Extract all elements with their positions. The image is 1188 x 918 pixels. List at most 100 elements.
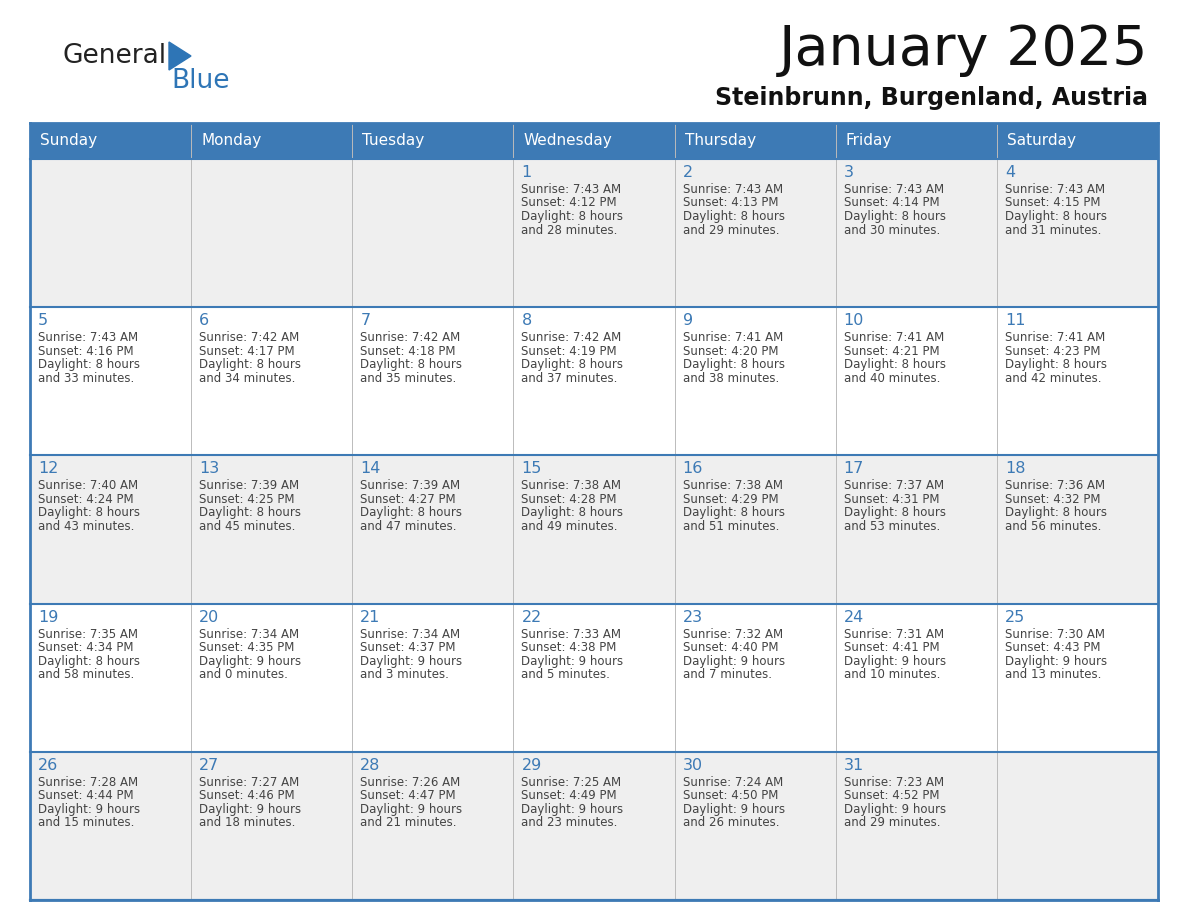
Bar: [835, 159, 997, 308]
Text: Sunday: Sunday: [40, 133, 97, 149]
Text: and 29 minutes.: and 29 minutes.: [843, 816, 940, 829]
Text: and 30 minutes.: and 30 minutes.: [843, 223, 940, 237]
Text: Daylight: 9 hours: Daylight: 9 hours: [1005, 655, 1107, 667]
Bar: [675, 752, 835, 900]
Bar: [997, 159, 1158, 308]
Text: Sunrise: 7:31 AM: Sunrise: 7:31 AM: [843, 628, 943, 641]
Text: Daylight: 9 hours: Daylight: 9 hours: [683, 655, 785, 667]
Text: Friday: Friday: [846, 133, 892, 149]
Text: Blue: Blue: [171, 68, 229, 94]
Bar: [835, 308, 997, 455]
Bar: [353, 123, 513, 159]
Bar: [513, 752, 675, 900]
Bar: [675, 604, 835, 752]
Text: and 53 minutes.: and 53 minutes.: [843, 520, 940, 533]
Text: Sunrise: 7:41 AM: Sunrise: 7:41 AM: [843, 331, 944, 344]
Text: 29: 29: [522, 757, 542, 773]
Text: 3: 3: [843, 165, 854, 180]
Text: 31: 31: [843, 757, 864, 773]
Text: Tuesday: Tuesday: [362, 133, 424, 149]
Text: 23: 23: [683, 610, 702, 624]
Text: Sunrise: 7:32 AM: Sunrise: 7:32 AM: [683, 628, 783, 641]
Text: 12: 12: [38, 462, 58, 476]
Text: Sunrise: 7:42 AM: Sunrise: 7:42 AM: [360, 331, 461, 344]
Text: and 37 minutes.: and 37 minutes.: [522, 372, 618, 385]
Text: and 33 minutes.: and 33 minutes.: [38, 372, 134, 385]
Text: Sunset: 4:46 PM: Sunset: 4:46 PM: [200, 789, 295, 802]
Bar: [675, 455, 835, 604]
Bar: [191, 752, 353, 900]
Text: Sunrise: 7:34 AM: Sunrise: 7:34 AM: [360, 628, 461, 641]
Text: Sunrise: 7:23 AM: Sunrise: 7:23 AM: [843, 776, 943, 789]
Text: and 31 minutes.: and 31 minutes.: [1005, 223, 1101, 237]
Text: Sunrise: 7:43 AM: Sunrise: 7:43 AM: [1005, 183, 1105, 196]
Text: Sunrise: 7:40 AM: Sunrise: 7:40 AM: [38, 479, 138, 492]
Text: Daylight: 9 hours: Daylight: 9 hours: [843, 655, 946, 667]
Polygon shape: [169, 42, 191, 70]
Text: and 47 minutes.: and 47 minutes.: [360, 520, 456, 533]
Text: 13: 13: [200, 462, 220, 476]
Text: Sunrise: 7:28 AM: Sunrise: 7:28 AM: [38, 776, 138, 789]
Bar: [191, 455, 353, 604]
Text: Sunset: 4:23 PM: Sunset: 4:23 PM: [1005, 344, 1100, 358]
Bar: [835, 604, 997, 752]
Text: and 28 minutes.: and 28 minutes.: [522, 223, 618, 237]
Text: Sunrise: 7:43 AM: Sunrise: 7:43 AM: [843, 183, 943, 196]
Text: and 34 minutes.: and 34 minutes.: [200, 372, 296, 385]
Text: Sunrise: 7:41 AM: Sunrise: 7:41 AM: [683, 331, 783, 344]
Bar: [30, 123, 191, 159]
Text: 28: 28: [360, 757, 380, 773]
Text: Sunset: 4:17 PM: Sunset: 4:17 PM: [200, 344, 295, 358]
Text: and 45 minutes.: and 45 minutes.: [200, 520, 296, 533]
Text: Daylight: 8 hours: Daylight: 8 hours: [522, 358, 624, 371]
Bar: [513, 159, 675, 308]
Text: and 0 minutes.: and 0 minutes.: [200, 668, 287, 681]
Bar: [30, 308, 191, 455]
Text: and 10 minutes.: and 10 minutes.: [843, 668, 940, 681]
Text: Sunset: 4:34 PM: Sunset: 4:34 PM: [38, 641, 133, 655]
Text: Daylight: 8 hours: Daylight: 8 hours: [843, 507, 946, 520]
Bar: [513, 604, 675, 752]
Text: 26: 26: [38, 757, 58, 773]
Text: 17: 17: [843, 462, 864, 476]
Text: Sunrise: 7:25 AM: Sunrise: 7:25 AM: [522, 776, 621, 789]
Text: Sunrise: 7:27 AM: Sunrise: 7:27 AM: [200, 776, 299, 789]
Text: and 51 minutes.: and 51 minutes.: [683, 520, 779, 533]
Text: Sunrise: 7:36 AM: Sunrise: 7:36 AM: [1005, 479, 1105, 492]
Text: Daylight: 9 hours: Daylight: 9 hours: [843, 803, 946, 816]
Bar: [835, 123, 997, 159]
Text: and 7 minutes.: and 7 minutes.: [683, 668, 771, 681]
Text: Daylight: 8 hours: Daylight: 8 hours: [1005, 210, 1107, 223]
Text: Sunrise: 7:38 AM: Sunrise: 7:38 AM: [683, 479, 783, 492]
Text: Daylight: 8 hours: Daylight: 8 hours: [360, 507, 462, 520]
Bar: [513, 455, 675, 604]
Text: Sunset: 4:44 PM: Sunset: 4:44 PM: [38, 789, 133, 802]
Text: Sunrise: 7:30 AM: Sunrise: 7:30 AM: [1005, 628, 1105, 641]
Text: 11: 11: [1005, 313, 1025, 329]
Bar: [353, 159, 513, 308]
Text: and 5 minutes.: and 5 minutes.: [522, 668, 611, 681]
Text: Daylight: 8 hours: Daylight: 8 hours: [843, 210, 946, 223]
Text: Sunset: 4:35 PM: Sunset: 4:35 PM: [200, 641, 295, 655]
Text: Daylight: 8 hours: Daylight: 8 hours: [38, 507, 140, 520]
Text: 1: 1: [522, 165, 532, 180]
Text: 19: 19: [38, 610, 58, 624]
Bar: [30, 159, 191, 308]
Text: Daylight: 9 hours: Daylight: 9 hours: [38, 803, 140, 816]
Text: and 26 minutes.: and 26 minutes.: [683, 816, 779, 829]
Bar: [191, 604, 353, 752]
Bar: [997, 455, 1158, 604]
Text: Sunset: 4:13 PM: Sunset: 4:13 PM: [683, 196, 778, 209]
Bar: [675, 123, 835, 159]
Text: Sunset: 4:47 PM: Sunset: 4:47 PM: [360, 789, 456, 802]
Text: and 58 minutes.: and 58 minutes.: [38, 668, 134, 681]
Text: Sunset: 4:50 PM: Sunset: 4:50 PM: [683, 789, 778, 802]
Text: Sunrise: 7:42 AM: Sunrise: 7:42 AM: [200, 331, 299, 344]
Text: Sunrise: 7:39 AM: Sunrise: 7:39 AM: [360, 479, 461, 492]
Text: Daylight: 9 hours: Daylight: 9 hours: [683, 803, 785, 816]
Text: Sunset: 4:40 PM: Sunset: 4:40 PM: [683, 641, 778, 655]
Text: 10: 10: [843, 313, 864, 329]
Text: Daylight: 8 hours: Daylight: 8 hours: [1005, 507, 1107, 520]
Text: Saturday: Saturday: [1007, 133, 1076, 149]
Text: Sunrise: 7:34 AM: Sunrise: 7:34 AM: [200, 628, 299, 641]
